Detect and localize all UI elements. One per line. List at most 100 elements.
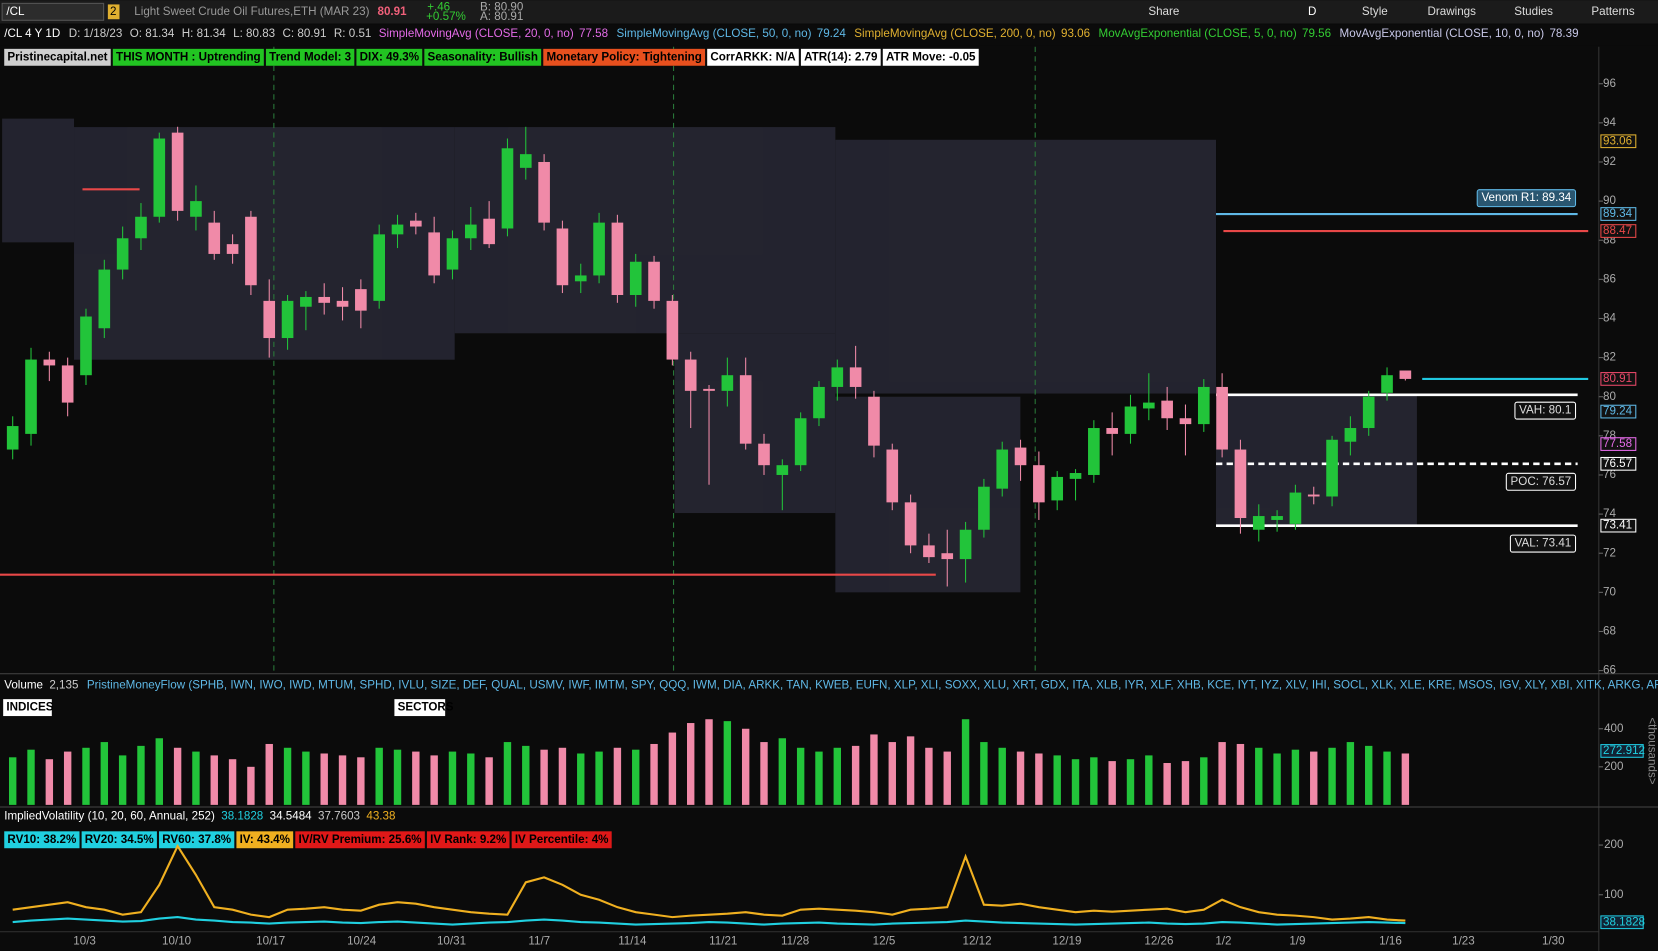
candle-body (1234, 449, 1247, 519)
ohlc-field: D: 1/18/23 (69, 27, 123, 40)
x-tick-label: 12/12 (962, 934, 991, 947)
volume-bar (448, 751, 457, 805)
price-tag (1600, 224, 1637, 238)
candle-body (1399, 370, 1412, 379)
volume-bar (1401, 753, 1410, 805)
candle-body (1014, 447, 1027, 466)
candle-body (263, 300, 276, 339)
toolbar-button[interactable]: Drawings (1427, 5, 1476, 18)
volume-bar (1090, 757, 1098, 805)
volume-bar (485, 757, 493, 805)
status-badge-text: RV60: 37.8% (162, 833, 232, 846)
volume-bar (870, 734, 878, 805)
status-badge (4, 48, 111, 66)
candle-body (226, 244, 239, 254)
y-tick-label: 66 (1603, 664, 1616, 677)
candle-body (666, 300, 679, 360)
volume-bar (925, 747, 933, 805)
candle-body (776, 465, 789, 475)
status-badge-text: IV Rank: 9.2% (430, 833, 507, 846)
x-tick-label: 1/2 (1215, 934, 1231, 947)
candle-body (941, 553, 954, 560)
status-badge (112, 48, 264, 66)
volume-bar (980, 742, 988, 805)
volume-bar (320, 753, 328, 805)
volume-bar (338, 755, 347, 805)
candle-body (868, 396, 880, 446)
x-tick-label: 12/5 (873, 934, 896, 947)
price-tag (1600, 456, 1637, 471)
level-callout (1514, 401, 1577, 420)
study-value: 78.39 (1549, 27, 1578, 40)
x-tick-label: 11/7 (528, 934, 550, 947)
toolbar-button[interactable]: Studies (1514, 5, 1553, 18)
status-badge (424, 48, 542, 66)
x-tick-label: 1/23 (1452, 934, 1475, 947)
candle-body (1161, 400, 1173, 419)
study-value: 79.56 (1302, 27, 1331, 40)
status-badge-text: Monetary Policy: Tightening (546, 50, 701, 63)
volume-bar (778, 738, 787, 805)
volume-bar (63, 751, 72, 805)
price-tag-text: 76.57 (1603, 457, 1632, 470)
y-tick-label: 90 (1603, 194, 1616, 207)
status-badge (511, 831, 612, 849)
change: +.46 (427, 1, 450, 14)
candle-body (1381, 375, 1393, 393)
toolbar-button[interactable]: Share (1148, 5, 1179, 18)
candle-body (831, 367, 844, 387)
volume-bar (595, 751, 603, 805)
candle-body (538, 161, 550, 223)
volume-unit: <thousands> (1646, 717, 1658, 784)
toolbar-button[interactable]: Patterns (1591, 5, 1634, 18)
x-tick-label: 10/17 (256, 934, 285, 947)
y-tick-label: 84 (1603, 312, 1616, 325)
volume-bar (393, 749, 402, 805)
volume-bar (796, 747, 805, 805)
volume-bar (1273, 753, 1281, 805)
level-callout-text: VAH: 80.1 (1519, 404, 1571, 417)
volume-bar (906, 736, 915, 805)
y-tick-label: 96 (1603, 77, 1616, 90)
volume-bar (1071, 759, 1080, 805)
instrument-name: Light Sweet Crude Oil Futures,ETH (MAR 2… (134, 5, 369, 18)
volume-tag (1600, 744, 1644, 758)
candle-body (684, 359, 697, 391)
study-name: MovAvgExponential (CLOSE, 10, 0, no) (1340, 27, 1545, 40)
candle-body (1326, 439, 1338, 497)
y-tick-label: 400 (1604, 722, 1624, 735)
symbol-box[interactable] (1, 2, 105, 21)
candle-body (208, 222, 221, 254)
volume-bar (833, 747, 842, 805)
toolbar-button[interactable]: Style (1362, 5, 1388, 18)
volume-bar (1035, 753, 1043, 805)
price-tag-text: 89.34 (1603, 207, 1633, 220)
level-callout (1476, 189, 1577, 208)
chart-label: /CL 4 Y 1D (4, 27, 60, 40)
volume-bar (613, 747, 622, 805)
status-badge (265, 48, 355, 66)
level-callout (1505, 472, 1577, 491)
volume-bar (1328, 747, 1336, 805)
last-price: 80.91 (377, 5, 407, 18)
candle-body (98, 269, 111, 329)
iv-tag (1600, 915, 1644, 930)
volume-bar (1016, 751, 1025, 805)
status-badge (800, 48, 881, 66)
status-badge-text: THIS MONTH : Uptrending (116, 50, 261, 63)
y-tick-label: 86 (1603, 272, 1616, 285)
candle-body (959, 529, 972, 560)
candle-body (483, 218, 495, 245)
price-tag-text: 93.06 (1603, 134, 1632, 147)
change-percent: +0.57% (426, 10, 466, 23)
y-tick-label: 68 (1603, 625, 1616, 638)
candle-body (721, 375, 734, 391)
badge-box (107, 4, 120, 20)
price-tag (1600, 437, 1637, 451)
candle-body (1197, 386, 1210, 425)
period: D (1308, 5, 1316, 18)
candle-body (153, 138, 166, 217)
candle-body (116, 238, 129, 270)
x-tick-label: 10/24 (347, 934, 377, 947)
